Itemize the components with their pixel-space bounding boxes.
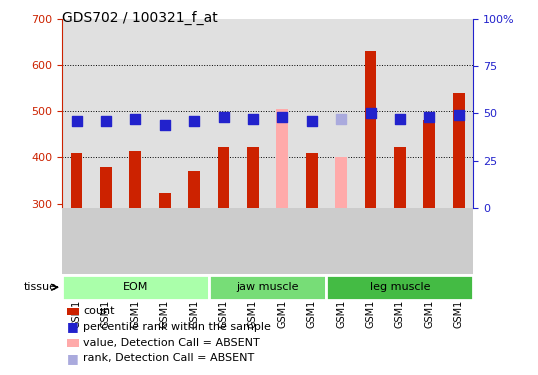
Bar	[277, 109, 288, 208]
Point	[278, 114, 287, 120]
Bar	[62, 275, 209, 300]
Bar	[70, 153, 82, 208]
Point	[102, 118, 110, 124]
Text: jaw muscle: jaw muscle	[236, 282, 299, 292]
Text: value, Detection Call = ABSENT: value, Detection Call = ABSENT	[83, 338, 260, 348]
Bar	[327, 275, 473, 300]
Point	[249, 116, 257, 122]
Bar	[423, 120, 435, 208]
Text: ■: ■	[67, 321, 79, 333]
Text: leg muscle: leg muscle	[370, 282, 430, 292]
Text: count: count	[83, 306, 115, 316]
Text: EOM: EOM	[123, 282, 148, 292]
Bar	[365, 51, 377, 208]
Text: ■: ■	[67, 352, 79, 365]
Bar	[159, 193, 171, 208]
Point	[455, 112, 463, 118]
Bar	[335, 158, 347, 208]
Point	[307, 118, 316, 124]
Bar	[306, 153, 317, 208]
Bar	[453, 93, 465, 208]
Bar	[209, 275, 327, 300]
Point	[72, 118, 81, 124]
Bar	[394, 147, 406, 208]
Text: rank, Detection Call = ABSENT: rank, Detection Call = ABSENT	[83, 354, 254, 363]
Bar	[100, 168, 112, 208]
Text: GDS702 / 100321_f_at: GDS702 / 100321_f_at	[62, 11, 217, 26]
Point	[395, 116, 404, 122]
Text: percentile rank within the sample: percentile rank within the sample	[83, 322, 271, 332]
Point	[131, 116, 140, 122]
Bar	[130, 151, 141, 208]
Bar	[247, 147, 259, 208]
Point	[160, 122, 169, 128]
Point	[190, 118, 199, 124]
Bar	[218, 147, 229, 208]
Point	[425, 114, 434, 120]
Text: tissue: tissue	[24, 282, 56, 292]
Bar	[188, 171, 200, 208]
Point	[220, 114, 228, 120]
Point	[337, 116, 345, 122]
Point	[366, 110, 375, 116]
